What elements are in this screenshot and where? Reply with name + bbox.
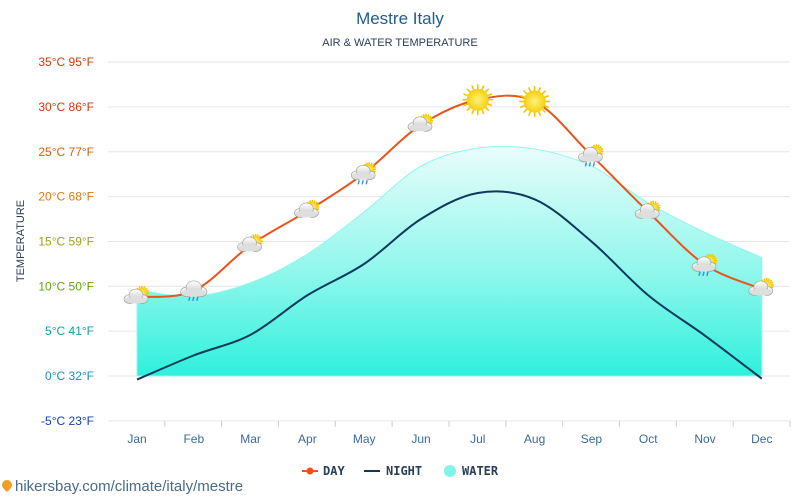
- y-tick-label: 35°C 95°F: [38, 55, 94, 69]
- x-tick-label: Jan: [127, 432, 146, 446]
- y-tick-label: 10°C 50°F: [38, 279, 94, 293]
- legend-night-label: NIGHT: [386, 464, 422, 478]
- sun-cloud-icon: [748, 277, 774, 296]
- water-series: [136, 145, 763, 377]
- x-tick-label: Feb: [183, 432, 204, 446]
- x-tick-label: Sep: [581, 432, 603, 446]
- sun-cloud-rain-icon: [691, 253, 717, 276]
- y-tick-label: 0°C 32°F: [45, 369, 94, 383]
- x-tick-label: Dec: [751, 432, 772, 446]
- chart-subtitle: AIR & WATER TEMPERATURE: [322, 37, 477, 49]
- x-tick-label: Aug: [524, 432, 545, 446]
- y-axis-label: TEMPERATURE: [15, 200, 27, 282]
- legend-day-marker: [306, 467, 314, 475]
- legend-item-day[interactable]: DAY: [302, 464, 345, 478]
- chart-title: Mestre Italy: [356, 9, 444, 28]
- sun-cloud-rain-icon: [350, 162, 377, 185]
- y-tick-label: 20°C 68°F: [38, 190, 94, 204]
- sun-icon: [462, 84, 494, 116]
- legend-water-label: WATER: [462, 464, 499, 478]
- y-tick-labels: 35°C 95°F 30°C 86°F 25°C 77°F 20°C 68°F 15°C…: [38, 55, 94, 428]
- y-tick-label: 15°C 59°F: [38, 234, 94, 248]
- sun-cloud-rain-icon: [578, 144, 604, 167]
- sun-cloud-icon: [634, 200, 661, 219]
- legend: DAY NIGHT WATER: [302, 464, 499, 478]
- source-text: hikersbay.com/climate/italy/mestre: [15, 478, 244, 495]
- legend-water-marker: [444, 465, 456, 477]
- x-tick-labels: Jan Feb Mar Apr May Jun Jul Aug Sep Oct Nov Dec: [127, 420, 791, 446]
- legend-item-water[interactable]: WATER: [444, 464, 499, 478]
- source-link[interactable]: hikersbay.com/climate/italy/mestre: [0, 477, 244, 495]
- cloud-rain-icon: [180, 280, 208, 301]
- x-tick-label: May: [353, 432, 376, 446]
- sun-cloud-icon: [123, 286, 149, 304]
- sun-cloud-icon: [237, 234, 263, 252]
- x-tick-label: Jun: [411, 432, 430, 446]
- legend-day-label: DAY: [323, 464, 345, 478]
- y-tick-label: 25°C 77°F: [38, 145, 94, 159]
- location-pin-icon: [0, 477, 15, 493]
- x-tick-label: Nov: [694, 432, 715, 446]
- y-tick-label: -5°C 23°F: [41, 414, 94, 428]
- weather-icons: [123, 84, 774, 304]
- x-tick-label: Jul: [470, 432, 485, 446]
- sun-cloud-icon: [407, 113, 433, 132]
- x-tick-label: Apr: [298, 432, 317, 446]
- y-tick-label: 30°C 86°F: [38, 100, 94, 114]
- legend-item-night[interactable]: NIGHT: [364, 464, 422, 478]
- sun-icon: [519, 86, 550, 117]
- y-tick-label: 5°C 41°F: [45, 324, 94, 338]
- x-tick-label: Mar: [240, 432, 261, 446]
- sun-cloud-icon: [294, 199, 320, 218]
- x-tick-label: Oct: [639, 432, 658, 446]
- water-area: [136, 145, 763, 377]
- night-line: [136, 190, 763, 381]
